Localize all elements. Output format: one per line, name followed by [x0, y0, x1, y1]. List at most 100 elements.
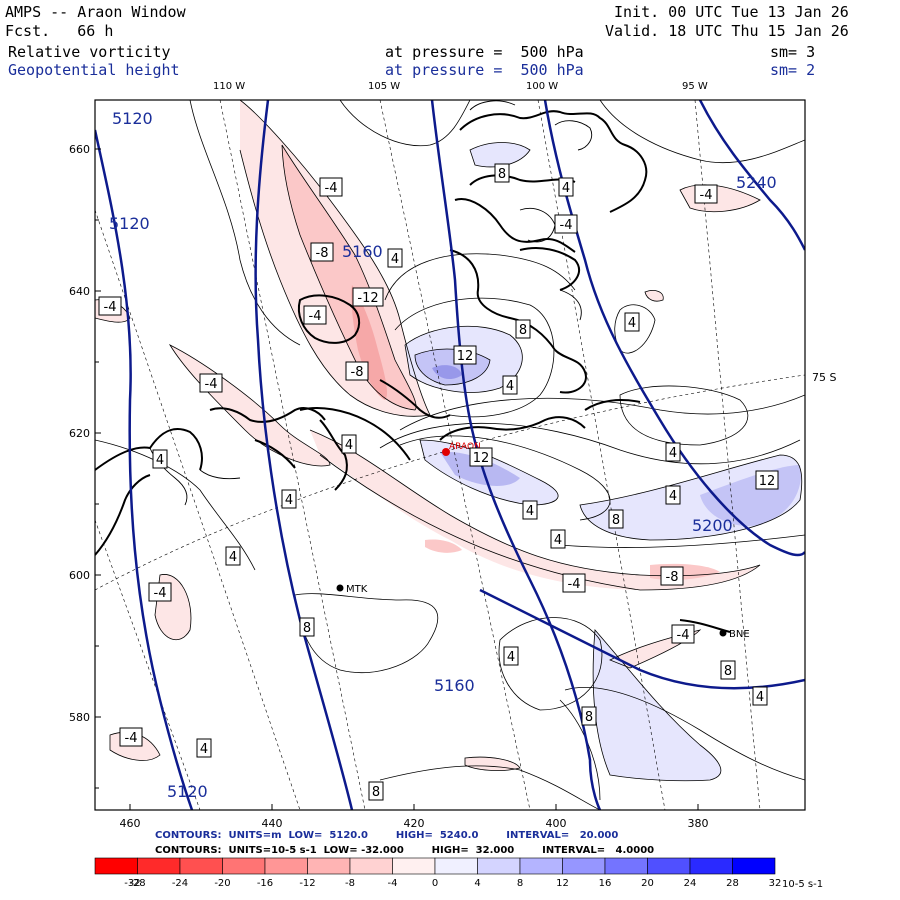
vorticity-colorbar: -28 -24 -20 -16 -12 -8 -4 0 4 8 12 16 20 24 28 32 -32 — [94, 857, 782, 889]
vorticity-label: 8 — [372, 785, 380, 800]
station-bne: BNE — [719, 629, 750, 640]
vorticity-label: -4 — [309, 309, 322, 324]
x-tick-420: 420 — [404, 817, 425, 830]
height-label: 5120 — [112, 109, 153, 128]
vorticity-label-box — [319, 177, 343, 197]
vorticity-label-box — [225, 546, 241, 566]
negative-vorticity-shading — [95, 100, 760, 771]
vorticity-label-box — [341, 434, 357, 454]
field1-name: Relative vorticity — [8, 43, 171, 61]
vorticity-label: 8 — [303, 621, 311, 636]
vorticity-label: 4 — [229, 550, 237, 565]
vorticity-label-box — [665, 485, 681, 505]
vorticity-label-box — [694, 184, 718, 204]
valid-time: Valid. 18 UTC Thu 15 Jan 26 — [605, 22, 849, 40]
vorticity-label-box — [299, 617, 315, 637]
forecast-hour: Fcst. 66 h — [5, 22, 114, 40]
colorbar-tick-label: -12 — [299, 878, 315, 889]
colorbar-swatch — [94, 857, 138, 875]
vorticity-label: -8 — [316, 246, 329, 261]
field1-smoothing: sm= 3 — [770, 43, 816, 61]
vorticity-label: 4 — [391, 252, 399, 267]
y-tick-580: 580 — [69, 711, 90, 724]
vorticity-label-box — [624, 312, 640, 332]
vorticity-label-box — [665, 442, 681, 462]
vorticity-label: 8 — [612, 513, 620, 528]
colorbar-swatch — [179, 857, 223, 875]
vorticity-label-box — [755, 470, 779, 490]
height-label: 5120 — [109, 214, 150, 233]
colorbar-tick-label: -24 — [172, 878, 188, 889]
vorticity-label: -4 — [560, 218, 573, 233]
vorticity-label-box — [303, 305, 327, 325]
vorticity-label: -4 — [677, 628, 690, 643]
vorticity-label: 4 — [507, 650, 515, 665]
colorbar-tick-label: 32 — [769, 878, 782, 889]
colorbar-tick-label: -28 — [129, 878, 145, 889]
vorticity-label: 8 — [724, 664, 732, 679]
vorticity-contour-info: CONTOURS: UNITS=10-5 s-1 LOW= -32.000 HI… — [155, 845, 654, 856]
vorticity-label-box — [98, 296, 122, 316]
colorbar-tick-label: 24 — [684, 878, 697, 889]
left-ticks — [95, 148, 101, 789]
vorticity-label: 4 — [345, 438, 353, 453]
field2-name: Geopotential height — [8, 61, 180, 79]
vorticity-label-box — [152, 449, 168, 469]
vorticity-label: -8 — [666, 570, 679, 585]
bottom-ticks — [129, 804, 699, 810]
coastlines — [95, 110, 731, 633]
vorticity-label: -4 — [325, 181, 338, 196]
colorbar-swatch — [732, 857, 776, 875]
colorbar-tick-label: 16 — [599, 878, 612, 889]
vorticity-label-box — [558, 177, 574, 197]
lat-label-75s: 75 S — [812, 371, 836, 384]
vorticity-label: 8 — [519, 323, 527, 338]
vorticity-label: 4 — [156, 453, 164, 468]
colorbar-swatch — [562, 857, 606, 875]
station-araon: ARAON — [442, 442, 481, 456]
vorticity-label-box — [368, 781, 384, 801]
vorticity-label-box — [752, 686, 768, 706]
vorticity-label-box — [387, 248, 403, 268]
vorticity-contours — [95, 100, 805, 810]
station-label-mtk: MTK — [346, 584, 368, 595]
colorbar-tick-label: -20 — [214, 878, 230, 889]
vorticity-labels: -4 -4 -8 -12 -4 -8 -4 -4 -4 4 4 4 4 -4 -4 -8 -4 4 4 8 4 12 4 12… — [98, 163, 779, 801]
vorticity-label-box — [671, 624, 695, 644]
vorticity-label: -4 — [700, 188, 713, 203]
vorticity-label-box — [453, 345, 477, 365]
colorbar-tick-label: 4 — [474, 878, 480, 889]
vorticity-label: 4 — [554, 533, 562, 548]
height-label: 5160 — [342, 242, 383, 261]
station-marker — [336, 584, 344, 592]
colorbar-tick-label: -16 — [257, 878, 273, 889]
colorbar-units: 10-5 s-1 — [782, 879, 823, 890]
vorticity-label-box — [148, 582, 172, 602]
x-tick-380: 380 — [688, 817, 709, 830]
vorticity-label-box — [562, 573, 586, 593]
y-tick-660: 660 — [69, 143, 90, 156]
vorticity-label: 4 — [526, 504, 534, 519]
field2-level: at pressure = 500 hPa — [385, 61, 584, 79]
vorticity-label: 4 — [285, 493, 293, 508]
x-tick-440: 440 — [262, 817, 283, 830]
vorticity-label-box — [608, 509, 624, 529]
colorbar-tick-label: -8 — [345, 878, 355, 889]
vorticity-label-box — [550, 529, 566, 549]
vorticity-label-box — [554, 214, 578, 234]
vorticity-label: 4 — [562, 181, 570, 196]
vorticity-label: -8 — [351, 365, 364, 380]
vorticity-label: -4 — [104, 300, 117, 315]
vorticity-label: 8 — [585, 710, 593, 725]
colorbar-swatch — [477, 857, 521, 875]
station-marker — [719, 629, 727, 637]
vorticity-label-box — [352, 287, 384, 307]
vorticity-label-box — [281, 489, 297, 509]
colorbar-swatch — [137, 857, 181, 875]
vorticity-label-box — [503, 646, 519, 666]
height-label: 5160 — [434, 676, 475, 695]
colorbar-swatch — [689, 857, 733, 875]
colorbar-tick-label: -4 — [388, 878, 398, 889]
colorbar-tick-label: 0 — [432, 878, 438, 889]
